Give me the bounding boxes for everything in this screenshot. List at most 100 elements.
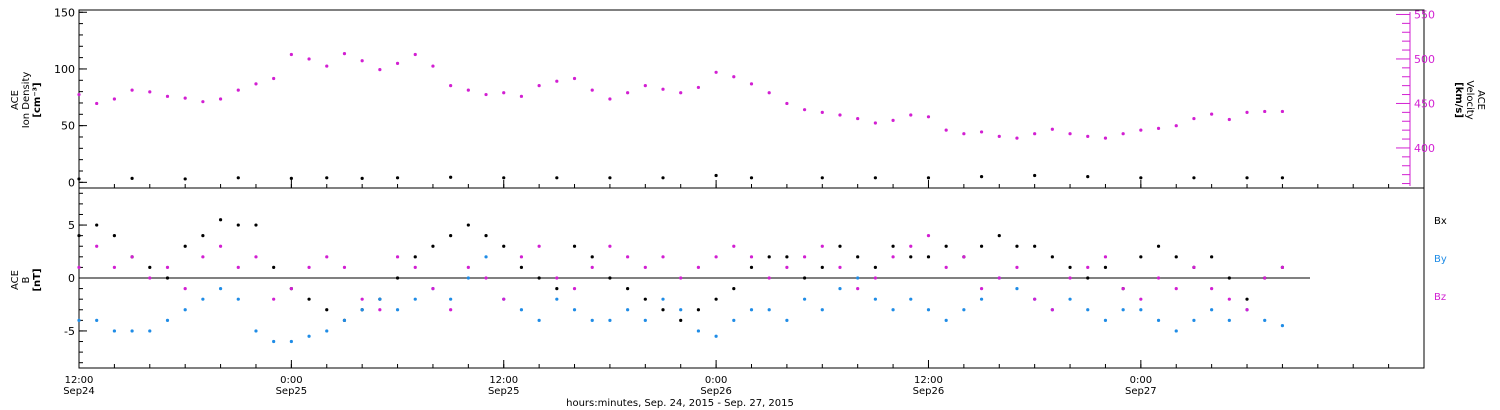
- series-black-point: [236, 176, 240, 180]
- series-magenta-point: [608, 97, 612, 101]
- series-magenta-point: [944, 128, 948, 132]
- series-by-point: [572, 308, 577, 312]
- series-by-point: [395, 308, 400, 312]
- series-magenta-point: [767, 91, 771, 95]
- series-magenta-point: [572, 76, 577, 81]
- y-tick-label: -5: [64, 325, 75, 338]
- series-by-point: [466, 276, 470, 280]
- series-bx-point: [1245, 297, 1249, 301]
- bottom-left-ylabel-line3: [nT]: [32, 268, 43, 291]
- series-by-point: [342, 318, 347, 322]
- series-bz-point: [661, 255, 665, 259]
- series-magenta-point: [820, 110, 824, 114]
- series-bz-point: [714, 255, 718, 259]
- y-tick-label: 150: [54, 6, 75, 19]
- series-magenta-point: [661, 87, 665, 91]
- series-by-point: [289, 339, 293, 344]
- series-magenta-point: [802, 108, 807, 112]
- series-magenta-point: [1086, 134, 1090, 138]
- legend-bx: Bx: [1434, 216, 1447, 227]
- x-tick-time: 12:00: [489, 375, 518, 386]
- series-by-point: [1139, 308, 1143, 312]
- top-right-axis: 400 450 500 550: [1396, 8, 1435, 186]
- series-magenta-point: [148, 90, 152, 94]
- series-by-point: [767, 308, 771, 312]
- series-by-point: [537, 318, 541, 322]
- series-bx-point: [95, 223, 99, 227]
- series-bz-point: [183, 286, 187, 291]
- series-bx-point: [502, 244, 506, 248]
- series-by-point: [873, 297, 877, 301]
- series-bx-point: [77, 234, 81, 238]
- series-by-point: [555, 297, 559, 301]
- bottom-panel-marks: [77, 218, 1285, 344]
- series-magenta-point: [1015, 136, 1019, 140]
- series-black-point: [360, 176, 364, 180]
- series-magenta-point: [254, 82, 258, 86]
- series-magenta-point: [95, 101, 99, 106]
- series-magenta-point: [519, 94, 524, 98]
- series-magenta-point: [165, 94, 170, 98]
- series-bz-point: [95, 244, 99, 248]
- series-bz-point: [466, 265, 470, 270]
- x-tick-time: 0:00: [1130, 375, 1152, 386]
- series-magenta-point: [236, 88, 240, 92]
- series-black-point: [130, 176, 134, 180]
- series-magenta-point: [679, 91, 683, 95]
- series-bx-point: [1174, 255, 1178, 259]
- series-by-point: [1210, 308, 1214, 312]
- series-by-point: [749, 308, 754, 312]
- series-by-point: [95, 318, 99, 322]
- series-bz-point: [696, 265, 701, 270]
- series-bx-point: [820, 265, 824, 270]
- x-tick-time: 0:00: [280, 375, 302, 386]
- series-bx-point: [254, 223, 258, 227]
- x-axis-label: hours:minutes, Sep. 24, 2015 - Sep. 27, …: [566, 398, 794, 409]
- series-magenta-point: [590, 88, 594, 92]
- series-bz-point: [537, 244, 541, 248]
- top-left-ylabel-line3: [cm⁻³]: [32, 82, 43, 117]
- series-bx-point: [873, 265, 877, 270]
- bottom-left-ylabel-line2: B: [21, 276, 32, 283]
- series-by-point: [1086, 308, 1090, 312]
- x-tick-date: Sep24: [63, 386, 95, 397]
- series-bz-point: [679, 276, 683, 280]
- series-bx-point: [431, 244, 435, 248]
- series-bx-point: [1050, 255, 1054, 259]
- series-bz-point: [1192, 265, 1196, 270]
- top-left-axis: 0 50 100 150: [54, 6, 87, 189]
- x-tick-time: 0:00: [705, 375, 727, 386]
- series-bx-point: [1033, 244, 1037, 248]
- series-bz-point: [449, 308, 453, 312]
- series-bz-point: [608, 244, 612, 248]
- series-bz-point: [218, 244, 223, 248]
- right-y-tick-label: 550: [1414, 8, 1435, 21]
- series-bz-point: [732, 244, 736, 248]
- series-bx-point: [236, 223, 240, 227]
- series-by-point: [484, 255, 488, 259]
- series-bz-point: [1139, 297, 1143, 301]
- series-magenta-point: [997, 134, 1001, 138]
- series-bx-point: [466, 223, 470, 227]
- series-bx-point: [165, 276, 170, 280]
- series-by-point: [1156, 318, 1161, 322]
- series-by-point: [838, 286, 842, 291]
- series-by-point: [449, 297, 453, 301]
- series-magenta-point: [926, 115, 931, 119]
- series-by-point: [856, 276, 860, 280]
- series-bz-point: [643, 265, 647, 270]
- series-by-point: [272, 339, 276, 344]
- series-bz-point: [342, 265, 347, 270]
- series-black-point: [1086, 175, 1090, 179]
- series-magenta-point: [1139, 128, 1143, 132]
- series-bz-point: [1280, 265, 1285, 270]
- series-by-point: [1103, 318, 1108, 322]
- series-bx-point: [218, 218, 223, 222]
- series-bx-point: [909, 255, 913, 259]
- series-by-point: [112, 329, 116, 333]
- series-magenta-point: [289, 52, 293, 57]
- top-panel-marks: [77, 52, 1285, 181]
- series-black-point: [1033, 173, 1037, 178]
- series-by-point: [608, 318, 612, 322]
- series-bx-point: [979, 244, 984, 248]
